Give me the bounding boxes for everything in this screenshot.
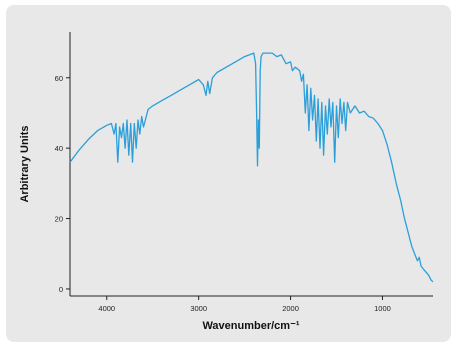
axes xyxy=(69,32,433,297)
series-group xyxy=(69,52,434,283)
x-axis-title: Wavenumber/cm⁻¹ xyxy=(202,320,299,332)
x-tick-label: 1000 xyxy=(374,304,391,313)
x-tick-label: 3000 xyxy=(190,304,207,313)
chart-background xyxy=(6,5,451,342)
y-tick-label: 60 xyxy=(55,74,63,83)
chart-panel: 4000 3000 2000 1000 0 20 40 60 Wavenumber/cm⁻¹ … xyxy=(6,5,451,342)
spectrum-line xyxy=(69,52,434,283)
y-tick-label: 40 xyxy=(55,144,63,153)
x-tick-label: 2000 xyxy=(282,304,299,313)
y-tick-label: 0 xyxy=(59,285,63,294)
y-tick-label: 20 xyxy=(55,215,63,224)
y-axis-title: Arbitrary Units xyxy=(19,125,31,202)
ticks: 4000 3000 2000 1000 0 20 40 60 xyxy=(55,74,391,313)
x-tick-label: 4000 xyxy=(98,304,115,313)
